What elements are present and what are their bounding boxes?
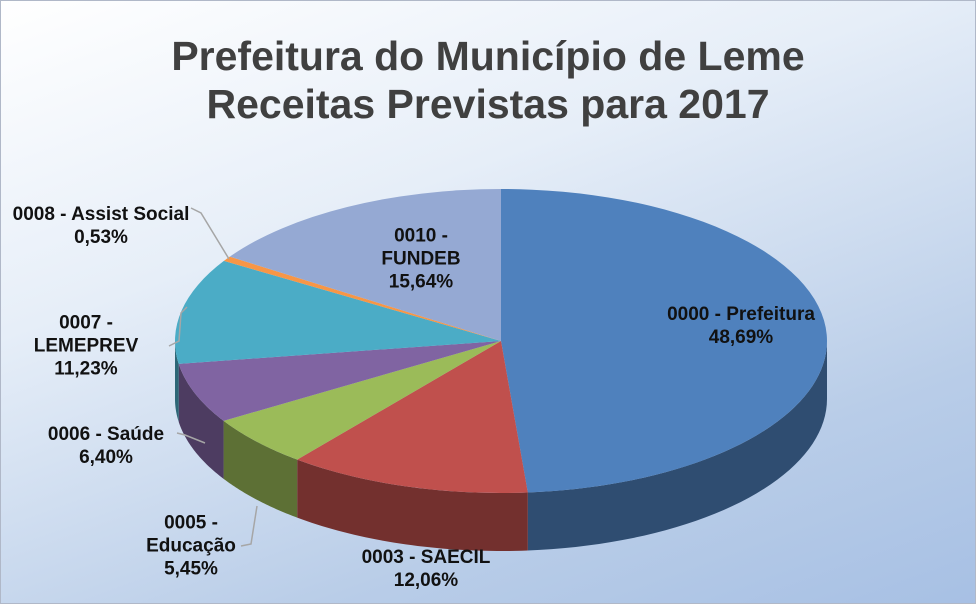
- chart-title: Prefeitura do Município de Leme: [171, 33, 805, 79]
- slice: [223, 256, 502, 341]
- data-label: 0003 - SAECIL 12,06%: [331, 546, 521, 592]
- value-label: 5,45%: [164, 558, 218, 580]
- slice-side: [175, 341, 179, 422]
- category-label: 0010 - FUNDEB: [381, 225, 461, 270]
- slice: [178, 341, 501, 421]
- slice: [175, 260, 501, 364]
- value-label: 11,23%: [54, 358, 118, 380]
- slice: [501, 189, 827, 493]
- leader-line: [240, 505, 258, 547]
- value-label: 15,64%: [388, 271, 454, 293]
- data-label: 0007 - LEMEPREV 11,23%: [16, 312, 156, 381]
- data-label: 0006 - Saúde 6,40%: [26, 423, 186, 469]
- category-label: 0003 - SAECIL: [361, 547, 491, 568]
- slice-side: [178, 363, 224, 479]
- category-label: 0007 - LEMEPREV: [33, 312, 139, 357]
- category-label: 0000 - Prefeitura: [667, 304, 815, 325]
- category-label: 0005 - Educação: [146, 512, 236, 557]
- chart-subtitle: Receitas Previstas para 2017: [206, 81, 770, 127]
- slice-side: [527, 341, 827, 551]
- data-label: 0008 - Assist Social 0,53%: [11, 203, 191, 249]
- leader-line: [168, 306, 188, 347]
- category-label: 0008 - Assist Social: [12, 204, 190, 225]
- slice-side: [223, 420, 298, 518]
- value-label: 6,40%: [79, 447, 133, 468]
- leader-line: [190, 207, 230, 260]
- data-label: 0005 - Educação 5,45%: [136, 512, 246, 581]
- leader-line: [176, 432, 206, 444]
- data-label: 0010 - FUNDEB 15,64%: [366, 225, 476, 294]
- slice: [223, 341, 501, 460]
- value-label: 12,06%: [393, 570, 459, 591]
- value-label: 48,69%: [708, 327, 774, 348]
- category-label: 0006 - Saúde: [47, 424, 165, 445]
- slice: [229, 189, 501, 341]
- value-label: 0,53%: [74, 227, 128, 248]
- slice-side: [297, 459, 528, 551]
- slice: [297, 341, 528, 494]
- data-label: 0000 - Prefeitura 48,69%: [666, 303, 816, 349]
